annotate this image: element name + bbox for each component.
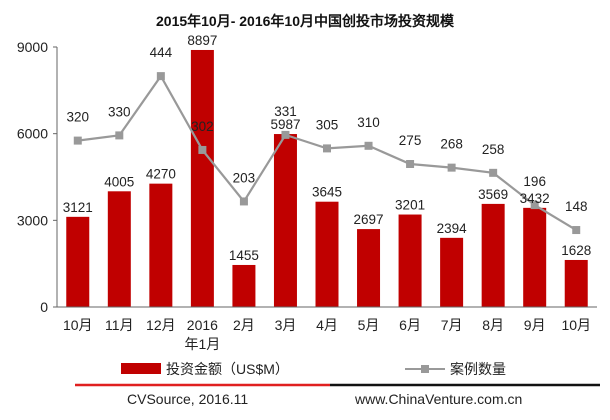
line-marker: [198, 145, 207, 154]
y-axis: 0 3000 6000 9000: [17, 39, 58, 315]
line-value-label: 268: [440, 137, 463, 152]
line-value-label: 196: [523, 174, 546, 189]
bar-value-label: 3121: [63, 200, 93, 215]
bar: [315, 201, 339, 307]
bar-value-label: 3569: [478, 187, 508, 202]
bar-series: [66, 49, 588, 307]
bar-value-label: 4270: [146, 167, 176, 182]
y-tick-label: 0: [40, 299, 48, 315]
bar-value-label: 5987: [270, 117, 300, 132]
x-tick-label: 2016 年1月: [184, 317, 220, 352]
line-marker: [364, 141, 373, 150]
line-marker: [489, 168, 498, 177]
x-tick-label: 12月: [146, 317, 176, 333]
bar-value-label: 1455: [229, 248, 259, 263]
bar: [523, 207, 547, 307]
line-value-label: 320: [67, 110, 90, 125]
legend-swatch-bar: [121, 363, 161, 374]
bar: [107, 191, 131, 307]
source-text: CVSource, 2016.11: [127, 391, 248, 407]
bar-value-label: 3432: [520, 191, 550, 206]
x-tick-label: 7月: [441, 317, 463, 333]
y-tick-label: 3000: [17, 212, 48, 228]
line-marker: [447, 163, 456, 172]
x-tick-label: 8月: [482, 317, 504, 333]
bar-value-label: 3201: [395, 198, 425, 213]
legend-swatch-marker: [421, 365, 429, 373]
bar: [66, 216, 90, 307]
line-marker: [156, 72, 165, 81]
line-marker: [406, 160, 415, 168]
legend: 投资金额（US$M） 案例数量: [121, 361, 506, 377]
x-tick-label: 10月: [63, 317, 93, 333]
line-value-label: 148: [565, 199, 588, 214]
website-text: www.ChinaVenture.com.cn: [354, 391, 522, 407]
bar-value-label: 4005: [104, 174, 134, 189]
line-value-label: 302: [191, 119, 214, 134]
x-axis: 10月 11月 12月 2016 年1月 2月 3月 4月 5月 6月 7月 8月 9月 10月: [57, 306, 597, 352]
bar-value-label: 3645: [312, 185, 342, 200]
line-value-label: 330: [108, 104, 131, 119]
line-marker: [115, 131, 124, 140]
x-tick-label: 4月: [316, 317, 338, 333]
line-marker: [281, 130, 290, 139]
bar-data-labels: 3121 4005 4270 8897 1455 5987 3645 2697 3201 2394…: [63, 33, 592, 263]
bar: [232, 264, 256, 307]
line-value-label: 331: [274, 104, 297, 119]
x-tick-label: 2月: [233, 317, 255, 333]
x-tick-label: 11月: [105, 317, 134, 333]
bar: [273, 134, 297, 307]
bar-value-label: 2697: [354, 212, 384, 227]
chart-title: 2015年10月- 2016年10月中国创投市场投资规模: [156, 13, 455, 29]
bar: [440, 237, 464, 307]
bar: [149, 183, 173, 307]
line-series: [73, 72, 581, 235]
bar: [481, 203, 505, 307]
line-value-label: 310: [357, 115, 380, 130]
line-value-label: 258: [482, 142, 505, 157]
bar: [564, 259, 588, 307]
line-marker: [73, 136, 82, 145]
x-tick-label: 3月: [275, 317, 297, 333]
line-marker: [239, 197, 248, 206]
line-value-label: 444: [150, 45, 173, 60]
x-tick-label: 9月: [524, 317, 546, 333]
line-marker: [323, 144, 331, 153]
x-tick-label: 5月: [358, 317, 380, 333]
legend-label-bar: 投资金额（US$M）: [166, 361, 289, 377]
line-data-labels: 320 330 444 302 203 331 305 310 275 268 258 196 148: [67, 45, 588, 214]
bar: [357, 229, 381, 307]
bar-value-label: 1628: [561, 243, 591, 258]
y-tick-label: 9000: [17, 39, 48, 55]
bar: [190, 49, 214, 307]
line-value-label: 203: [233, 170, 256, 185]
bar: [398, 214, 422, 307]
bar-value-label: 8897: [187, 33, 217, 48]
legend-label-line: 案例数量: [450, 361, 506, 377]
x-tick-label: 10月: [561, 317, 591, 333]
line-value-label: 275: [399, 133, 422, 148]
y-tick-label: 6000: [17, 126, 48, 142]
bar-value-label: 2394: [437, 221, 468, 236]
line-marker: [572, 226, 581, 235]
line-value-label: 305: [316, 117, 339, 132]
x-tick-label: 6月: [399, 317, 421, 333]
line-marker: [530, 201, 539, 210]
